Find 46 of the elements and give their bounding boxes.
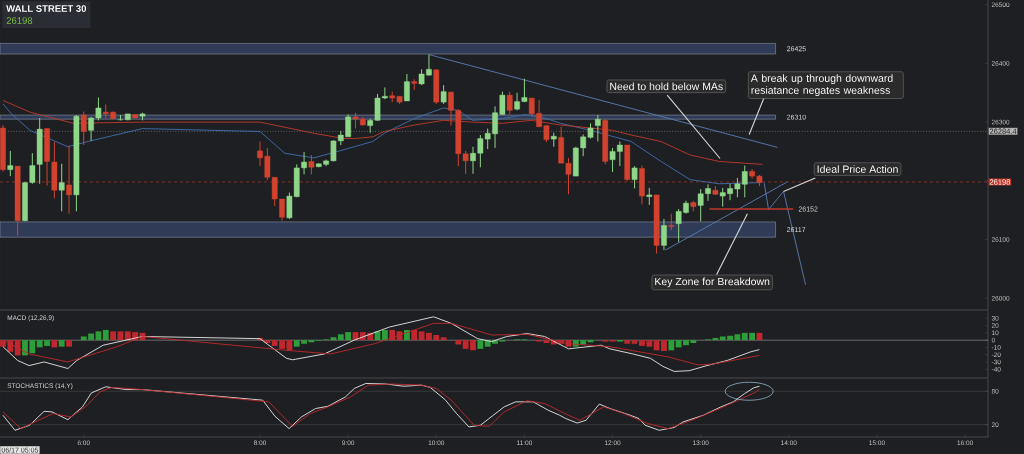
candlestick (602, 118, 609, 165)
bar (14, 340, 21, 356)
candlestick (624, 144, 631, 182)
bar (51, 340, 58, 348)
line-series (2, 316, 760, 372)
bar (58, 340, 65, 347)
candlestick (58, 163, 65, 212)
bar (110, 331, 117, 341)
candlestick (712, 185, 719, 196)
candlestick (124, 113, 131, 121)
candlestick (506, 91, 513, 115)
line-series (2, 99, 763, 165)
candlestick (73, 114, 80, 212)
line-series (2, 322, 760, 366)
annotation: Need to hold below MAs (610, 82, 723, 91)
bar (411, 329, 418, 341)
bar (102, 329, 109, 341)
annotation: Ideal Price Action (817, 165, 898, 173)
candlestick (653, 194, 660, 255)
bar (477, 340, 484, 349)
candlestick (550, 132, 557, 148)
candlestick (7, 150, 14, 177)
candlestick (690, 200, 697, 212)
bar (631, 340, 638, 344)
candlestick (646, 187, 653, 206)
annotation: A break up through downward resiatance negates weakness (750, 74, 893, 97)
candlestick (117, 114, 124, 121)
bar (668, 340, 675, 351)
candlestick (631, 165, 638, 189)
bar (624, 340, 631, 344)
bar (440, 337, 447, 341)
bar (381, 329, 388, 341)
candlestick (411, 78, 418, 91)
candlestick (668, 213, 675, 231)
annotation: Key Zone for Breakdown (655, 277, 770, 288)
candlestick (36, 117, 43, 185)
chart-title: WALL STREET 30 (6, 5, 87, 12)
bar (66, 340, 72, 347)
candlestick (14, 165, 21, 236)
candlestick (80, 111, 87, 146)
bar (455, 340, 462, 345)
candlestick (433, 68, 440, 105)
text: 26198 (6, 17, 33, 24)
candlestick (440, 84, 447, 105)
candlestick (132, 113, 138, 119)
candlestick (308, 154, 315, 175)
